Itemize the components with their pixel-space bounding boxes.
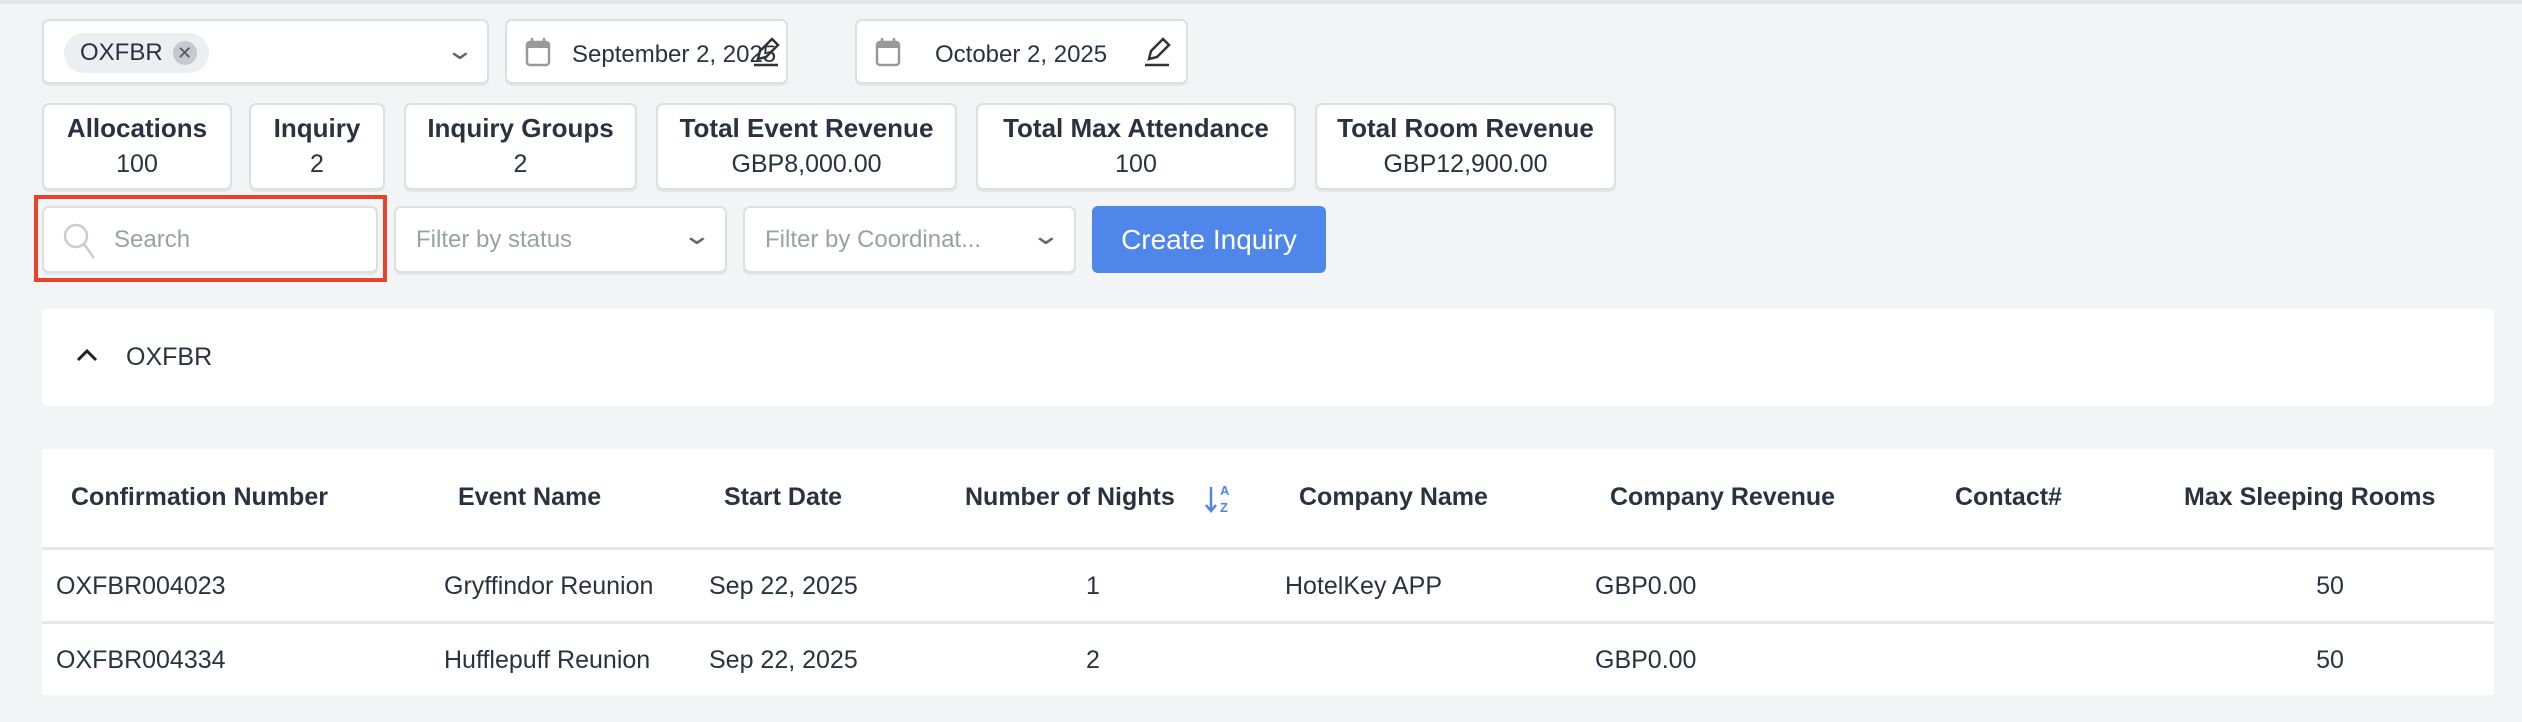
group-panel[interactable]: OXFBR — [42, 309, 2494, 406]
search-icon — [63, 223, 96, 259]
table-row[interactable]: OXFBR004023 Gryffindor Reunion Sep 22, 2… — [42, 547, 2494, 621]
stat-label: Total Room Revenue — [1337, 113, 1594, 143]
table-row[interactable]: OXFBR004334 Hufflepuff Reunion Sep 22, 2… — [42, 621, 2494, 695]
search-input[interactable]: Search — [42, 206, 378, 273]
svg-text:A: A — [1220, 483, 1230, 498]
stat-allocations: Allocations 100 — [42, 103, 232, 190]
column-header[interactable]: Company Name — [1299, 483, 1488, 511]
stat-value: GBP8,000.00 — [731, 150, 882, 178]
stat-value: 2 — [310, 150, 324, 178]
chevron-down-icon: ⌄ — [444, 35, 476, 65]
status-placeholder: Filter by status — [416, 226, 573, 253]
edit-icon[interactable] — [752, 37, 780, 67]
company-revenue: GBP0.00 — [1595, 572, 1697, 600]
stat-value: 2 — [513, 150, 528, 178]
remove-chip-icon[interactable]: ✕ — [172, 41, 197, 65]
confirmation-number: OXFBR004023 — [56, 572, 226, 600]
start-date-value: September 2, 2025 — [572, 41, 777, 68]
search-placeholder: Search — [114, 226, 191, 253]
stat-inquiry: Inquiry 2 — [249, 103, 385, 190]
column-header[interactable]: Confirmation Number — [71, 483, 328, 511]
chevron-down-icon: ⌄ — [1030, 220, 1062, 250]
column-header[interactable]: Number of Nights — [965, 483, 1175, 511]
stat-value: GBP12,900.00 — [1383, 150, 1548, 178]
stat-label: Inquiry Groups — [427, 113, 614, 143]
sort-ascending-icon[interactable]: AZ — [1205, 481, 1235, 515]
column-header[interactable]: Start Date — [724, 483, 843, 511]
company-revenue: GBP0.00 — [1595, 646, 1697, 674]
end-date-picker[interactable]: October 2, 2025 — [855, 19, 1188, 84]
stat-inquiry-groups: Inquiry Groups 2 — [404, 103, 637, 190]
stat-total-max-attendance: Total Max Attendance 100 — [976, 103, 1296, 190]
stat-label: Total Event Revenue — [679, 113, 934, 143]
top-divider — [0, 0, 2522, 4]
coordinator-filter-select[interactable]: Filter by Coordinat... ⌄ — [743, 206, 1076, 273]
stat-value: 100 — [116, 150, 158, 178]
column-header[interactable]: Contact# — [1955, 483, 2062, 511]
confirmation-number: OXFBR004334 — [56, 646, 226, 674]
stat-label: Allocations — [66, 113, 208, 143]
stat-label: Total Max Attendance — [1003, 113, 1269, 143]
coordinator-placeholder: Filter by Coordinat... — [765, 226, 982, 253]
stat-total-event-revenue: Total Event Revenue GBP8,000.00 — [656, 103, 957, 190]
start-date: Sep 22, 2025 — [709, 572, 858, 600]
stat-value: 100 — [1115, 150, 1157, 178]
inquiry-table: Confirmation Number Event Name Start Dat… — [42, 449, 2494, 695]
edit-icon[interactable] — [1143, 37, 1171, 67]
event-name: Gryffindor Reunion — [444, 572, 654, 600]
end-date-value: October 2, 2025 — [935, 41, 1108, 68]
property-select[interactable]: OXFBR ✕ ⌄ — [42, 19, 489, 84]
chevron-down-icon: ⌄ — [681, 220, 713, 250]
chevron-up-icon[interactable] — [76, 347, 98, 363]
create-inquiry-button[interactable]: Create Inquiry — [1092, 206, 1326, 273]
property-chip: OXFBR ✕ — [64, 33, 209, 73]
company-name: HotelKey APP — [1285, 572, 1443, 600]
column-header[interactable]: Max Sleeping Rooms — [2184, 483, 2436, 511]
start-date-picker[interactable]: September 2, 2025 — [505, 19, 788, 84]
calendar-icon — [525, 38, 551, 67]
column-header[interactable]: Company Revenue — [1610, 483, 1836, 511]
svg-text:Z: Z — [1220, 500, 1228, 515]
event-name: Hufflepuff Reunion — [444, 646, 651, 674]
stat-label: Inquiry — [273, 113, 361, 143]
group-title: OXFBR — [126, 343, 213, 371]
calendar-icon — [875, 38, 901, 67]
stat-total-room-revenue: Total Room Revenue GBP12,900.00 — [1315, 103, 1616, 190]
status-filter-select[interactable]: Filter by status ⌄ — [394, 206, 727, 273]
search-highlight — [34, 195, 387, 282]
start-date: Sep 22, 2025 — [709, 646, 858, 674]
chip-label: OXFBR — [80, 39, 163, 66]
column-header[interactable]: Event Name — [458, 483, 602, 511]
